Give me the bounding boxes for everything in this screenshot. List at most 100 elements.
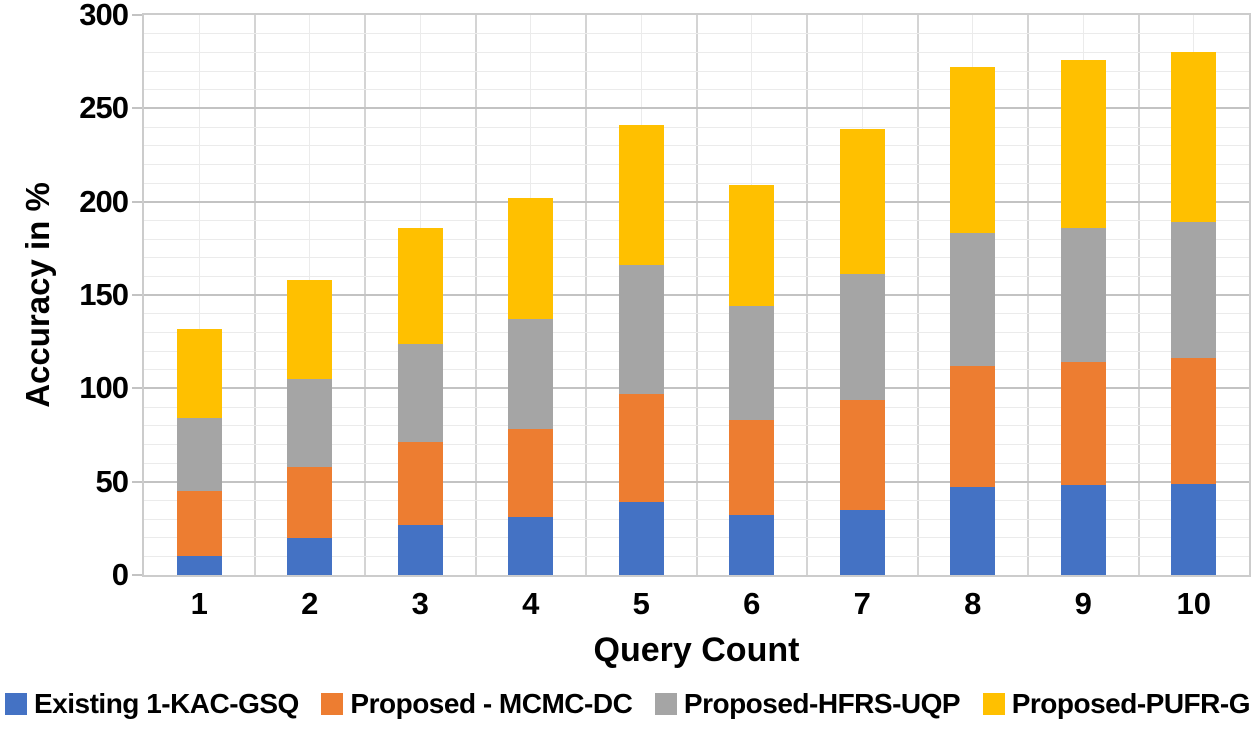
gridline-minor xyxy=(144,89,1249,91)
x-tick-label: 3 xyxy=(411,586,429,621)
bar-query-8 xyxy=(950,15,996,575)
bar-query-6 xyxy=(729,15,775,575)
legend-swatch xyxy=(982,693,1005,715)
x-tick-label: 6 xyxy=(743,586,761,621)
gridline-minor xyxy=(144,443,1249,445)
y-tick-label: 150 xyxy=(79,277,129,312)
bar-segment xyxy=(1171,222,1217,359)
y-tick-label: 300 xyxy=(79,0,129,32)
bar-segment xyxy=(618,393,664,503)
bar-segment xyxy=(618,502,664,575)
x-axis-title: Query Count xyxy=(593,631,800,669)
gridline-minor xyxy=(144,145,1249,147)
bar-query-9 xyxy=(1060,15,1106,575)
gridline-minor xyxy=(144,275,1249,277)
bar-segment xyxy=(1171,52,1217,223)
bar-segment xyxy=(729,515,775,575)
bar-segment xyxy=(508,197,554,320)
legend-swatch xyxy=(5,693,27,715)
gridline-minor xyxy=(144,462,1249,464)
legend-label: Existing 1-KAC-GSQ xyxy=(34,688,299,719)
bar-segment xyxy=(1060,485,1106,575)
bar-segment xyxy=(397,227,443,344)
plot-area xyxy=(144,15,1249,575)
bar-segment xyxy=(1060,362,1106,486)
y-tick-label: 100 xyxy=(79,370,129,406)
gridline-minor xyxy=(144,518,1249,520)
gridline-minor xyxy=(144,555,1249,557)
x-tick-label: 4 xyxy=(522,586,540,621)
legend-label: Proposed-HFRS-UQP xyxy=(683,688,961,719)
bar-segment xyxy=(618,265,664,394)
bar-segment xyxy=(729,420,775,516)
gridline-minor xyxy=(144,499,1249,501)
legend-item: Proposed-PUFR-G xyxy=(982,688,1250,720)
x-tick-label: 10 xyxy=(1176,586,1211,621)
x-tick-label: 8 xyxy=(964,586,982,621)
gridline-major xyxy=(144,294,1249,296)
bar-segment xyxy=(729,306,775,421)
y-tick-mark xyxy=(132,200,142,203)
bar-segment xyxy=(287,466,333,538)
y-tick-mark xyxy=(132,480,142,483)
bar-segment xyxy=(950,67,996,234)
bar-query-10 xyxy=(1171,15,1217,575)
gridline-minor xyxy=(144,219,1249,221)
legend-label: Proposed - MCMC-DC xyxy=(350,688,633,719)
gridline-minor xyxy=(144,425,1249,427)
legend: Existing 1-KAC-GSQ Proposed - MCMC-DC Prop… xyxy=(5,687,1250,721)
gridline-major xyxy=(144,387,1249,390)
y-tick-mark xyxy=(132,387,142,390)
gridline-minor xyxy=(144,537,1249,539)
y-tick-mark xyxy=(132,294,142,296)
bar-segment xyxy=(729,184,775,307)
y-tick-mark xyxy=(132,107,142,110)
gridline-minor xyxy=(144,51,1249,53)
y-tick-label: 250 xyxy=(79,90,129,126)
gridline-minor xyxy=(144,313,1249,315)
bar-segment xyxy=(287,379,333,467)
gridline-minor xyxy=(144,70,1249,72)
bar-segment xyxy=(950,365,996,488)
gridline-minor xyxy=(144,257,1249,259)
x-tick-label: 7 xyxy=(853,586,871,621)
bar-query-3 xyxy=(397,15,443,575)
bar-segment xyxy=(397,343,443,443)
y-tick-label: 0 xyxy=(111,557,129,592)
bar-segment xyxy=(508,319,554,430)
bar-segment xyxy=(839,274,885,400)
bar-segment xyxy=(176,418,222,491)
bar-segment xyxy=(839,128,885,275)
gridline-major xyxy=(144,107,1249,110)
bar-segment xyxy=(950,487,996,575)
bar-segment xyxy=(397,524,443,575)
x-tick-label: 1 xyxy=(190,586,208,621)
y-tick-mark xyxy=(132,14,142,16)
bar-query-7 xyxy=(839,15,885,575)
legend-item: Existing 1-KAC-GSQ xyxy=(5,688,299,720)
x-tick-label: 5 xyxy=(632,586,650,621)
bar-segment xyxy=(1171,358,1217,484)
gridline-minor xyxy=(144,350,1249,352)
bar-segment xyxy=(618,125,664,266)
bar-segment xyxy=(508,429,554,518)
bar-segment xyxy=(508,517,554,575)
bar-segment xyxy=(1060,227,1106,363)
x-tick-label: 2 xyxy=(301,586,319,621)
x-tick-label: 9 xyxy=(1074,586,1092,621)
bar-segment xyxy=(1060,59,1106,228)
bar-segment xyxy=(287,280,333,379)
y-tick-mark xyxy=(132,574,142,576)
legend-item: Proposed - MCMC-DC xyxy=(321,688,633,720)
gridline-major xyxy=(144,200,1249,203)
gridline-minor xyxy=(144,163,1249,165)
bar-query-1 xyxy=(176,15,222,575)
bar-query-4 xyxy=(508,15,554,575)
bar-segment xyxy=(839,399,885,510)
gridline-minor xyxy=(144,369,1249,371)
bar-segment xyxy=(397,442,443,525)
bar-segment xyxy=(287,537,333,575)
bar-segment xyxy=(839,509,885,575)
bar-query-5 xyxy=(618,15,664,575)
